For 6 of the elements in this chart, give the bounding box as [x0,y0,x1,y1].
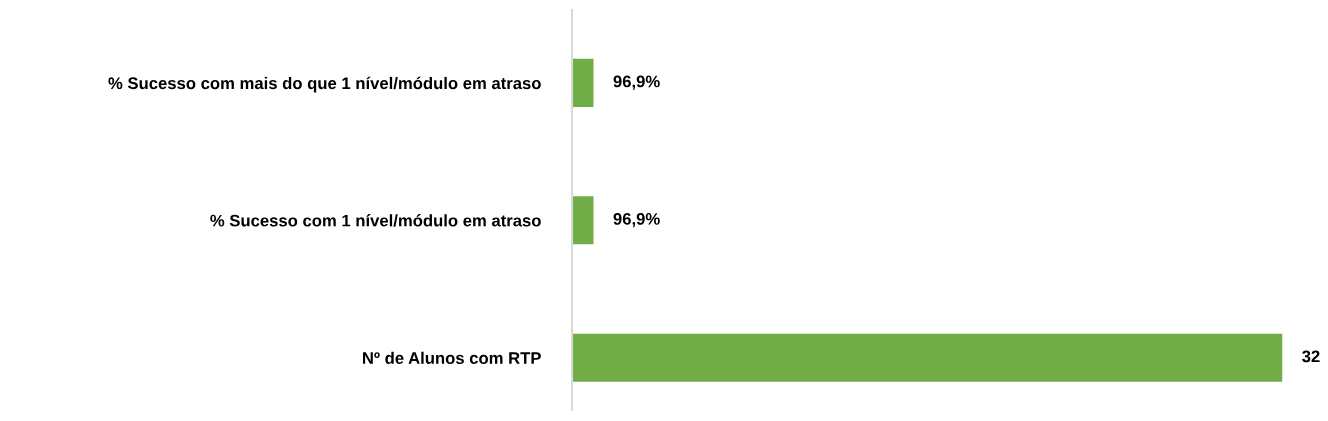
data-label: 96,9% [613,212,660,228]
y-tick-label: % Sucesso com mais do que 1 nível/módulo em atraso [108,76,541,93]
y-tick-label: % Sucesso com 1 nível/módulo em atraso [210,214,541,227]
y-tick-label: Nº de Alunos com RTP [363,351,541,364]
data-label: 96,9% [613,75,660,90]
data-label: 32 [1302,350,1320,363]
